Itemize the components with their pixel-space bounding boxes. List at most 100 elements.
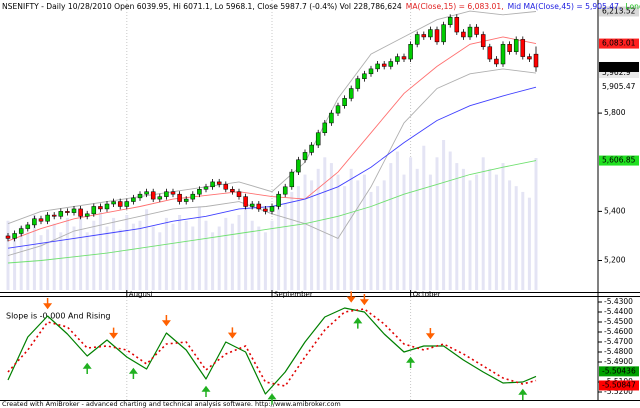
overlay-last-label: 5,606.85 bbox=[602, 156, 636, 165]
candle-body bbox=[190, 193, 196, 200]
candle-body bbox=[104, 203, 110, 210]
x-tick-label: September bbox=[274, 291, 313, 299]
volume-bar bbox=[402, 174, 406, 290]
volume-bar bbox=[455, 163, 459, 290]
candle-body bbox=[236, 191, 242, 197]
overlay-last-label-box bbox=[599, 82, 639, 93]
volume-bar bbox=[395, 151, 399, 290]
candle-body bbox=[12, 233, 17, 239]
volume-bar bbox=[290, 191, 294, 290]
volume-bar bbox=[52, 223, 56, 290]
volume-bar bbox=[521, 191, 525, 290]
volume-bar bbox=[283, 203, 287, 290]
volume-bar bbox=[118, 229, 122, 290]
volume-bar bbox=[211, 232, 215, 290]
sell-arrow bbox=[346, 291, 356, 303]
candle-body bbox=[150, 191, 156, 200]
buy-arrow bbox=[267, 393, 277, 405]
candle-body bbox=[177, 193, 182, 202]
candle-body bbox=[170, 191, 176, 195]
y-tick-label: -5.4400 bbox=[604, 307, 633, 316]
volume-bar bbox=[389, 163, 393, 290]
indicator-last-label: -5.50436 bbox=[602, 366, 636, 375]
title-part: NSENIFTY - Daily 10/28/2010 Open 6039.95… bbox=[2, 2, 402, 11]
candle-body bbox=[454, 17, 460, 33]
candle-body bbox=[210, 181, 215, 188]
candle-body bbox=[289, 171, 295, 188]
close-label-box bbox=[599, 61, 639, 72]
y-tick-label: -5.5200 bbox=[604, 387, 633, 396]
volume-bar bbox=[356, 180, 360, 290]
y-tick-label: 5,800 bbox=[604, 108, 626, 117]
candle-body bbox=[368, 68, 374, 75]
overlay-last-label-box bbox=[599, 155, 639, 166]
candle-body bbox=[164, 191, 169, 197]
volume-bar bbox=[488, 168, 492, 290]
volume-bar bbox=[534, 158, 538, 290]
candle-body bbox=[45, 214, 50, 222]
candle-body bbox=[395, 56, 400, 62]
volume-bar bbox=[362, 174, 366, 290]
volume-bar bbox=[204, 220, 208, 290]
candle-body bbox=[131, 197, 136, 202]
volume-bar bbox=[277, 197, 281, 290]
volume-bar bbox=[151, 226, 155, 290]
overlay-last-label-box bbox=[599, 38, 639, 49]
candle-body bbox=[461, 31, 466, 38]
candle-body bbox=[243, 196, 248, 207]
buy-arrow bbox=[406, 356, 416, 368]
candle-body bbox=[375, 63, 380, 70]
volume-bar bbox=[270, 220, 274, 290]
candle-body bbox=[342, 98, 347, 106]
volume-bar bbox=[105, 226, 109, 290]
volume-bar bbox=[178, 215, 182, 290]
candle-body bbox=[322, 122, 328, 134]
buy-arrow bbox=[128, 367, 138, 379]
candle-body bbox=[32, 218, 37, 226]
volume-bar bbox=[158, 232, 162, 290]
volume-bar bbox=[336, 174, 340, 290]
candle-body bbox=[335, 105, 341, 114]
volume-bar bbox=[415, 168, 419, 290]
volume-bar bbox=[461, 168, 465, 290]
volume-bar bbox=[296, 186, 300, 290]
indicator-line bbox=[7, 307, 537, 395]
candle-body bbox=[513, 39, 519, 52]
indicator-last-label: -5.50847 bbox=[602, 380, 636, 389]
overlay-last-label: 5,905.47 bbox=[602, 82, 636, 91]
candle-body bbox=[276, 193, 281, 207]
y-tick-label: -5.4600 bbox=[604, 327, 633, 336]
volume-bar bbox=[343, 186, 347, 290]
volume-bar bbox=[138, 220, 142, 290]
volume-bar bbox=[494, 174, 498, 290]
chart-title: NSENIFTY - Daily 10/28/2010 Open 6039.95… bbox=[2, 2, 640, 11]
candle-body bbox=[249, 203, 255, 207]
candle-body bbox=[487, 46, 493, 60]
volume-bar bbox=[184, 220, 188, 290]
volume-bar bbox=[59, 232, 63, 290]
y-tick-label: 5,400 bbox=[604, 206, 626, 215]
buy-arrow bbox=[353, 317, 363, 329]
candle-body bbox=[414, 34, 420, 45]
volume-bar bbox=[171, 223, 175, 290]
candle-body bbox=[5, 235, 11, 239]
candle-body bbox=[58, 211, 64, 217]
candle-body bbox=[302, 152, 308, 161]
candle-body bbox=[78, 208, 83, 217]
candle-body bbox=[520, 39, 526, 57]
candle-body bbox=[183, 198, 189, 202]
candle-body bbox=[91, 206, 97, 215]
candle-body bbox=[223, 184, 229, 190]
volume-bar bbox=[224, 217, 228, 290]
candle-body bbox=[38, 218, 44, 222]
volume-bar bbox=[409, 157, 413, 290]
volume-bar bbox=[422, 145, 426, 290]
volume-bar bbox=[369, 191, 373, 290]
candle-body bbox=[203, 186, 209, 190]
x-tick-label: August bbox=[129, 291, 154, 299]
candle-body bbox=[428, 29, 433, 38]
candle-body bbox=[527, 56, 532, 60]
volume-bar bbox=[514, 186, 518, 290]
candle-body bbox=[18, 228, 24, 234]
volume-bar bbox=[13, 238, 17, 290]
